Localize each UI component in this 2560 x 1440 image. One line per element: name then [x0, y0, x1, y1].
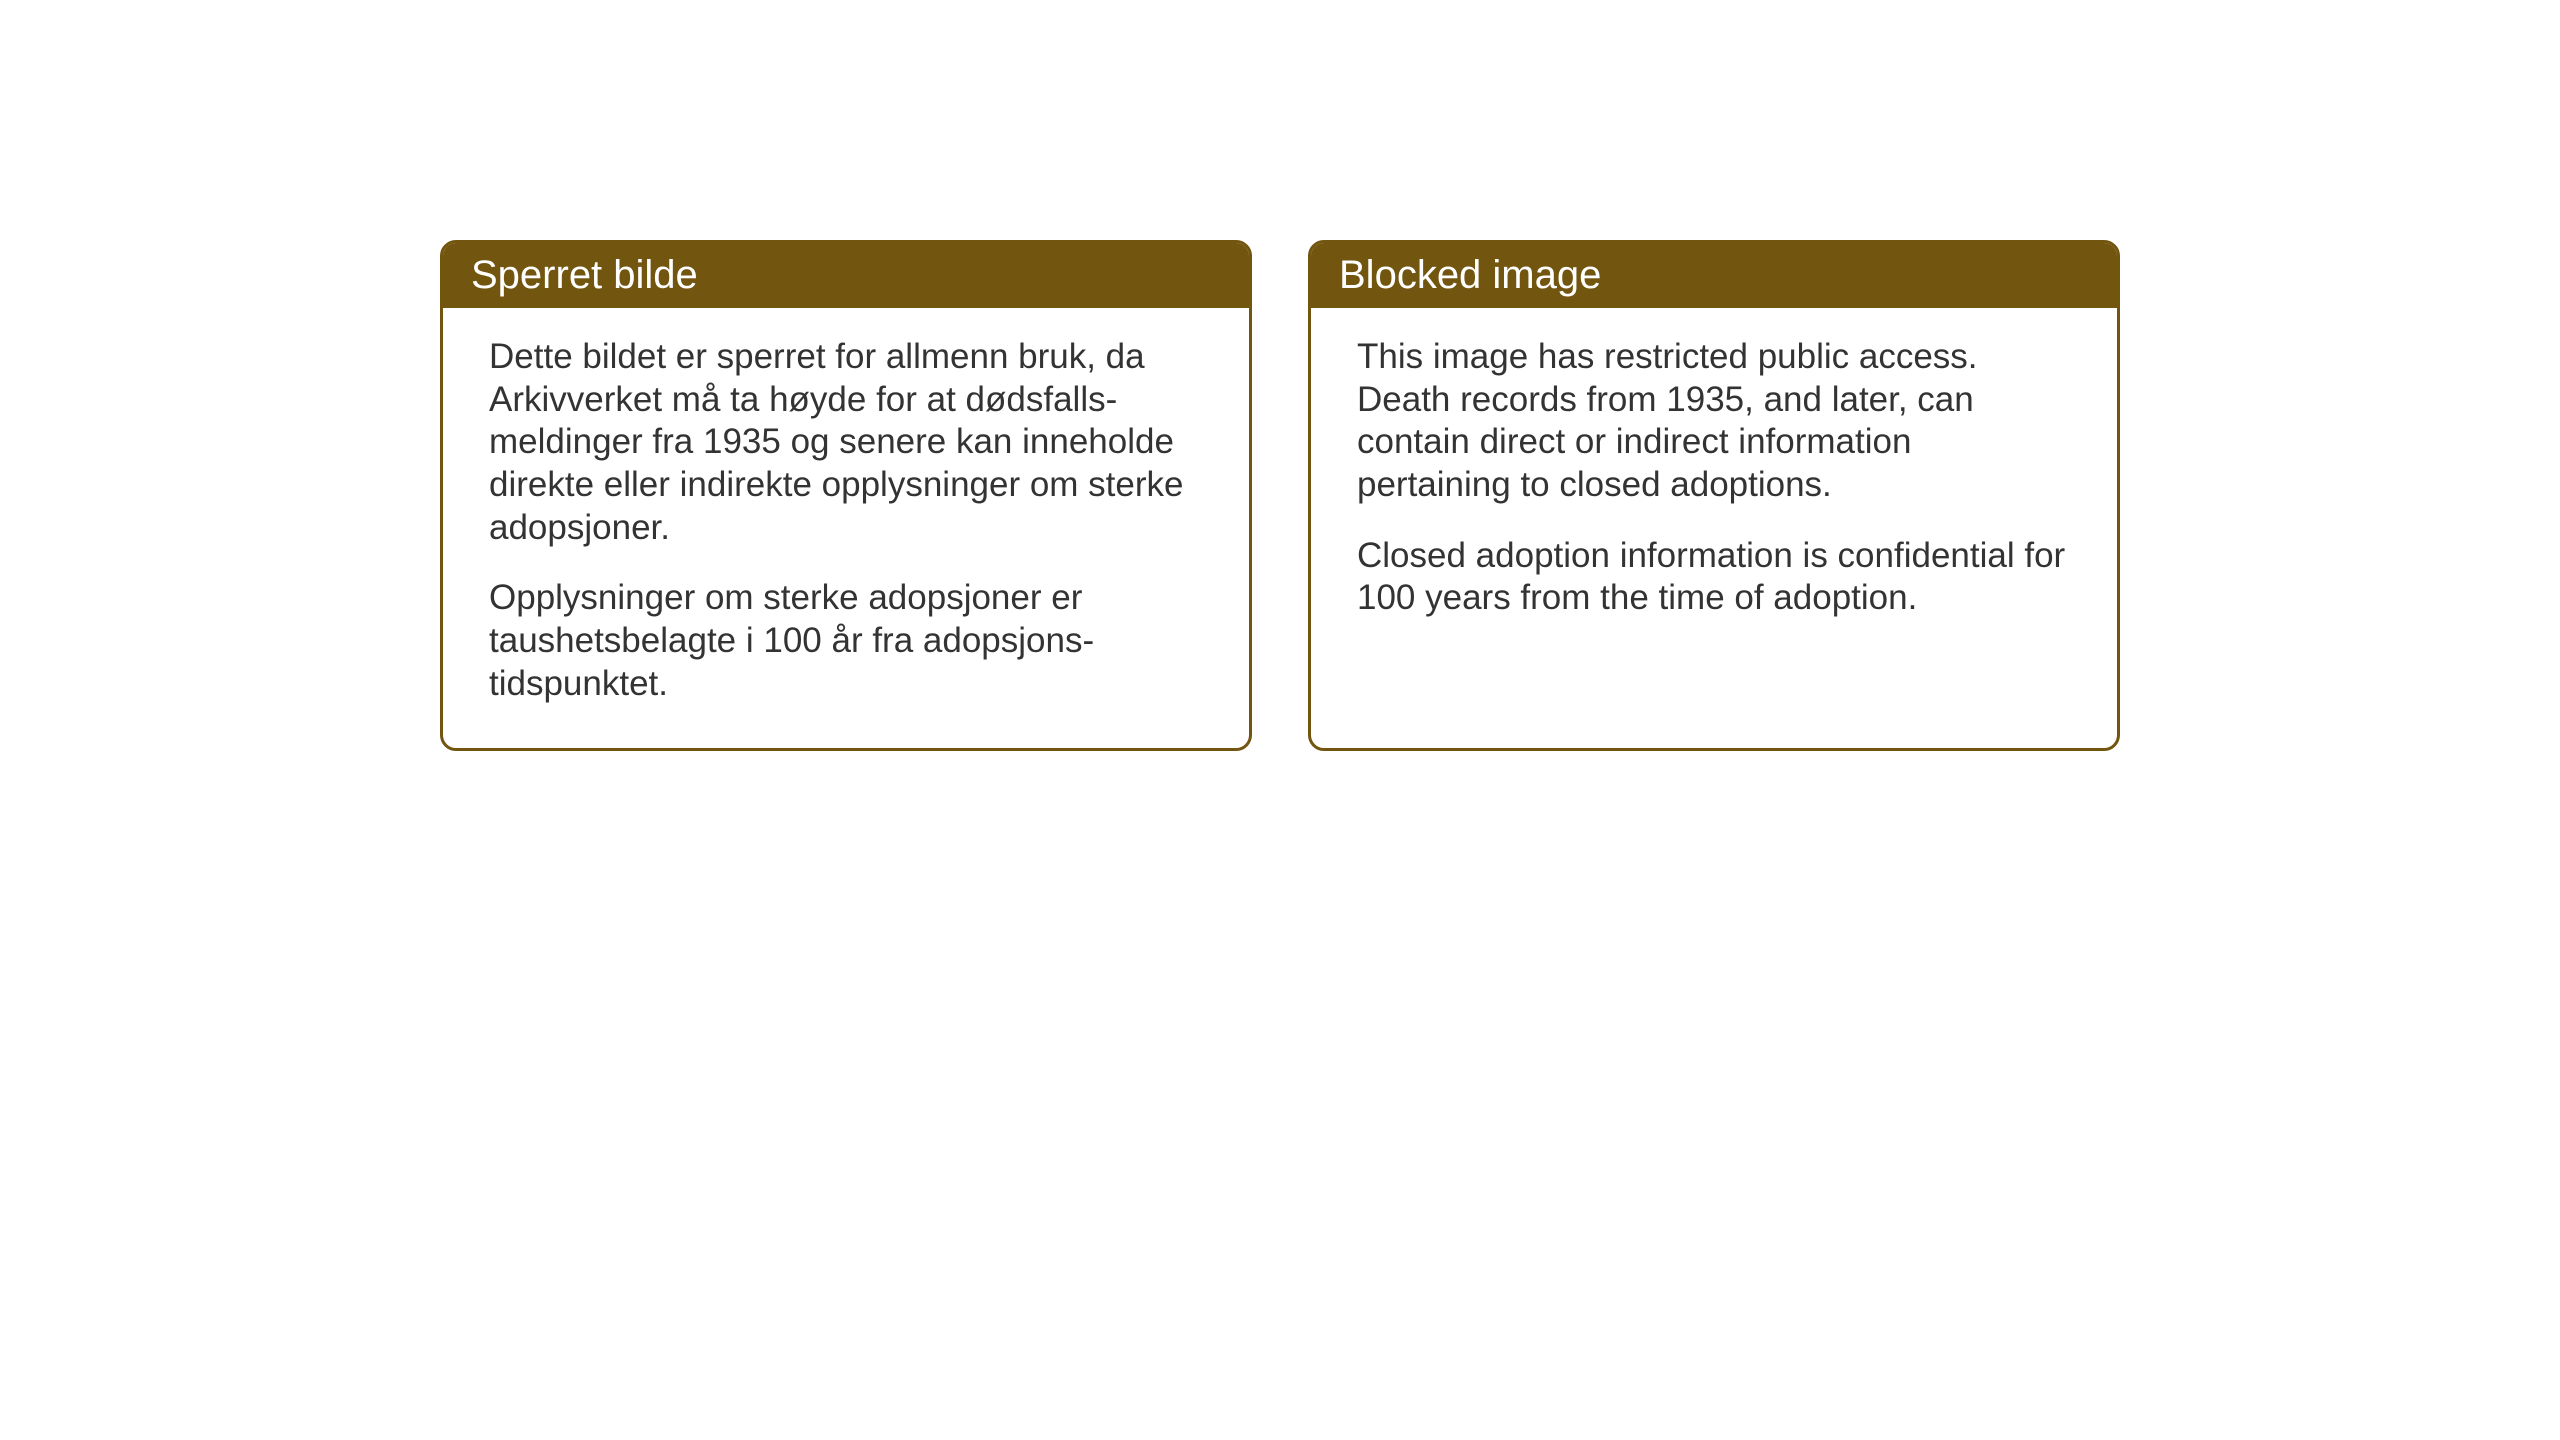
- card-norwegian-paragraph-2: Opplysninger om sterke adopsjoner er tau…: [489, 577, 1203, 705]
- card-norwegian: Sperret bilde Dette bildet er sperret fo…: [440, 240, 1252, 751]
- card-english: Blocked image This image has restricted …: [1308, 240, 2120, 751]
- cards-container: Sperret bilde Dette bildet er sperret fo…: [440, 240, 2120, 751]
- card-english-body: This image has restricted public access.…: [1311, 308, 2117, 726]
- card-norwegian-paragraph-1: Dette bildet er sperret for allmenn bruk…: [489, 336, 1203, 549]
- card-english-header: Blocked image: [1311, 243, 2117, 308]
- card-norwegian-body: Dette bildet er sperret for allmenn bruk…: [443, 308, 1249, 748]
- card-norwegian-header: Sperret bilde: [443, 243, 1249, 308]
- card-norwegian-title: Sperret bilde: [471, 253, 698, 297]
- card-english-title: Blocked image: [1339, 253, 1601, 297]
- card-english-paragraph-1: This image has restricted public access.…: [1357, 336, 2071, 507]
- card-english-paragraph-2: Closed adoption information is confident…: [1357, 535, 2071, 620]
